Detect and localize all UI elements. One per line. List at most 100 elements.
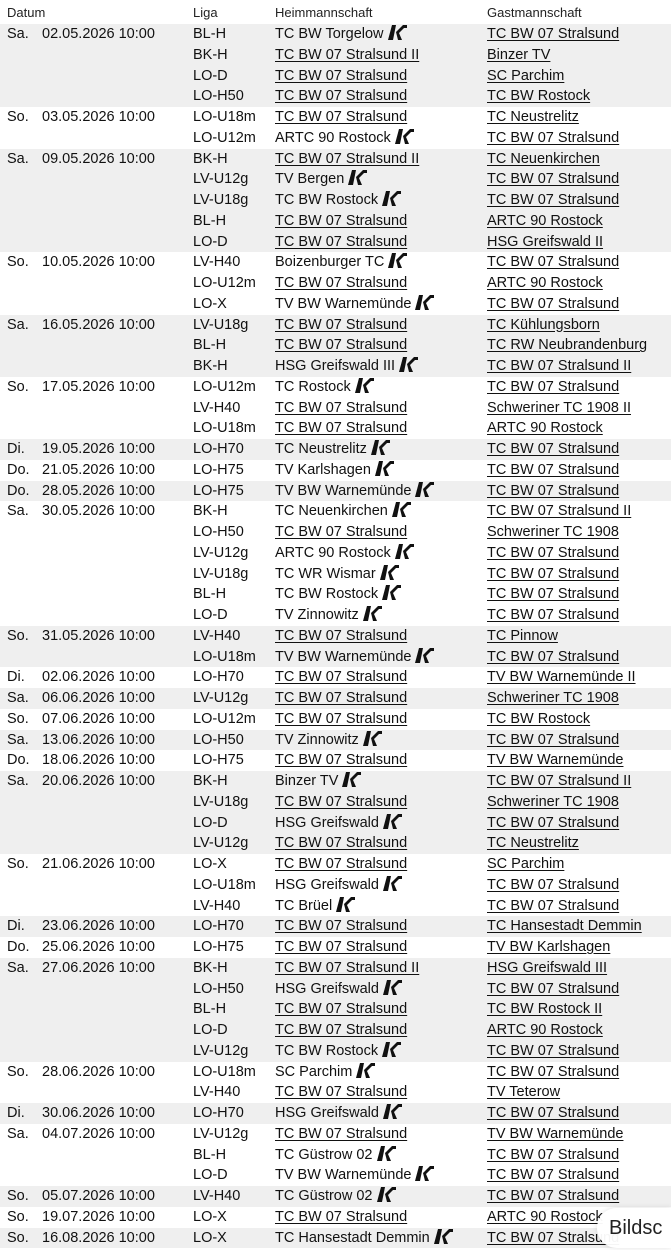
home-team-link[interactable]: TC BW 07 Stralsund [275, 1022, 408, 1038]
club-logo-icon[interactable] [382, 1104, 402, 1119]
club-logo-icon[interactable] [382, 191, 402, 206]
home-team-link[interactable]: TC BW 07 Stralsund [275, 233, 408, 250]
guest-team-link[interactable]: ARTC 90 Rostock [487, 420, 603, 437]
guest-team-link[interactable]: TC BW 07 Stralsund [487, 129, 620, 146]
guest-team-link[interactable]: TC BW 07 Stralsund [487, 565, 620, 582]
guest-team-link[interactable]: SC Parchim [487, 67, 565, 84]
home-team-link[interactable]: TC BW 07 Stralsund [275, 1084, 408, 1101]
guest-team-link[interactable]: TC BW 07 Stralsund [487, 980, 620, 997]
guest-team-link[interactable]: TC BW 07 Stralsund [487, 607, 620, 623]
guest-team-link[interactable]: TC BW 07 Stralsund [487, 1042, 620, 1059]
club-logo-icon[interactable] [415, 1166, 435, 1182]
home-team-link[interactable]: TC BW 07 Stralsund [275, 275, 408, 291]
guest-team-link[interactable]: TC BW 07 Stralsund [487, 1105, 620, 1121]
guest-team-link[interactable]: TC Neuenkirchen [487, 150, 600, 167]
guest-team-link[interactable]: TC BW 07 Stralsund [487, 876, 620, 893]
guest-team-link[interactable]: TC BW 07 Stralsund [487, 544, 620, 561]
home-team-link[interactable]: TC BW 07 Stralsund [275, 88, 408, 105]
guest-team-link[interactable]: TC BW 07 Stralsund II [487, 503, 632, 520]
home-team-link[interactable]: TC BW 07 Stralsund [275, 1125, 408, 1142]
guest-team-link[interactable]: TC BW 07 Stralsund II [487, 358, 632, 374]
column-header-guest[interactable]: Gastmannschaft [487, 5, 582, 20]
club-logo-icon[interactable] [433, 1228, 453, 1244]
home-team-link[interactable]: TC BW 07 Stralsund [275, 337, 408, 354]
guest-team-link[interactable]: TC BW 07 Stralsund [487, 1188, 620, 1204]
guest-team-link[interactable]: TV BW Karlshagen [487, 939, 611, 955]
guest-team-link[interactable]: TC BW 07 Stralsund [487, 586, 620, 603]
guest-team-link[interactable]: TC BW 07 Stralsund [487, 731, 620, 748]
club-logo-icon[interactable] [362, 730, 382, 746]
home-team-link[interactable]: TC BW 07 Stralsund II [275, 46, 420, 63]
club-logo-icon[interactable] [354, 377, 374, 393]
club-logo-icon[interactable] [376, 1145, 396, 1161]
club-logo-icon[interactable] [394, 128, 414, 144]
guest-team-link[interactable]: TV Teterow [487, 1084, 561, 1101]
guest-team-link[interactable]: TC BW 07 Stralsund [487, 1146, 620, 1163]
guest-team-link[interactable]: ARTC 90 Rostock [487, 1022, 603, 1038]
club-logo-icon[interactable] [394, 543, 414, 559]
club-logo-icon[interactable] [388, 253, 408, 269]
guest-team-link[interactable]: TC BW 07 Stralsund [487, 254, 620, 271]
club-logo-icon[interactable] [370, 440, 390, 455]
guest-team-link[interactable]: ARTC 90 Rostock [487, 1208, 603, 1225]
home-team-link[interactable]: TC BW 07 Stralsund [275, 752, 408, 769]
guest-team-link[interactable]: HSG Greifswald II [487, 233, 604, 250]
guest-team-link[interactable]: TC BW 07 Stralsund II [487, 773, 632, 789]
guest-team-link[interactable]: TC BW 07 Stralsund [487, 1063, 620, 1080]
guest-team-link[interactable]: TC Hansestadt Demmin [487, 918, 642, 935]
home-team-link[interactable]: TC BW 07 Stralsund [275, 1001, 408, 1018]
guest-team-link[interactable]: ARTC 90 Rostock [487, 275, 603, 291]
club-logo-icon[interactable] [391, 502, 411, 518]
guest-team-link[interactable]: Schweriner TC 1908 [487, 690, 619, 706]
home-team-link[interactable]: TC BW 07 Stralsund [275, 109, 408, 125]
guest-team-link[interactable]: Binzer TV [487, 46, 551, 63]
club-logo-icon[interactable] [376, 1187, 396, 1202]
column-header-date[interactable]: Datum [7, 5, 46, 20]
club-logo-icon[interactable] [336, 896, 356, 912]
guest-team-link[interactable]: TC BW 07 Stralsund [487, 26, 620, 42]
home-team-link[interactable]: TC BW 07 Stralsund [275, 793, 408, 810]
club-logo-icon[interactable] [382, 585, 402, 601]
home-team-link[interactable]: TC BW 07 Stralsund [275, 1208, 408, 1225]
home-team-link[interactable]: TC BW 07 Stralsund [275, 316, 408, 333]
screenshot-overlay-button[interactable]: Bildsc [597, 1208, 671, 1248]
column-header-home[interactable]: Heimmannschaft [275, 5, 373, 20]
club-logo-icon[interactable] [415, 294, 435, 310]
home-team-link[interactable]: TC BW 07 Stralsund [275, 627, 408, 644]
guest-team-link[interactable]: SC Parchim [487, 856, 565, 872]
home-team-link[interactable]: TC BW 07 Stralsund [275, 856, 408, 872]
home-team-link[interactable]: TC BW 07 Stralsund [275, 212, 408, 229]
home-team-link[interactable]: TC BW 07 Stralsund [275, 524, 408, 540]
club-logo-icon[interactable] [374, 460, 394, 476]
guest-team-link[interactable]: TC Kühlungsborn [487, 316, 600, 333]
home-team-link[interactable]: TC BW 07 Stralsund [275, 420, 408, 437]
column-header-liga[interactable]: Liga [193, 5, 218, 20]
guest-team-link[interactable]: TC BW 07 Stralsund [487, 648, 620, 665]
home-team-link[interactable]: TC BW 07 Stralsund [275, 690, 408, 706]
club-logo-icon[interactable] [356, 1062, 376, 1078]
club-logo-icon[interactable] [387, 25, 407, 40]
home-team-link[interactable]: TC BW 07 Stralsund II [275, 150, 420, 167]
club-logo-icon[interactable] [415, 647, 435, 663]
home-team-link[interactable]: TC BW 07 Stralsund II [275, 959, 420, 976]
guest-team-link[interactable]: TC BW 07 Stralsund [487, 441, 620, 457]
club-logo-icon[interactable] [382, 1041, 402, 1057]
guest-team-link[interactable]: TV BW Warnemünde II [487, 669, 636, 686]
guest-team-link[interactable]: TC BW 07 Stralsund [487, 192, 620, 208]
guest-team-link[interactable]: TC BW 07 Stralsund [487, 171, 620, 188]
guest-team-link[interactable]: TV BW Warnemünde [487, 752, 624, 769]
club-logo-icon[interactable] [342, 772, 362, 787]
club-logo-icon[interactable] [362, 606, 382, 621]
home-team-link[interactable]: TC BW 07 Stralsund [275, 918, 408, 935]
club-logo-icon[interactable] [415, 481, 435, 497]
guest-team-link[interactable]: HSG Greifswald III [487, 959, 608, 976]
club-logo-icon[interactable] [379, 564, 399, 580]
club-logo-icon[interactable] [382, 979, 402, 995]
guest-team-link[interactable]: TC BW 07 Stralsund [487, 295, 620, 312]
guest-team-link[interactable]: TV BW Warnemünde [487, 1125, 624, 1142]
guest-team-link[interactable]: TC BW 07 Stralsund [487, 461, 620, 478]
guest-team-link[interactable]: TC BW 07 Stralsund [487, 897, 620, 914]
home-team-link[interactable]: TC BW 07 Stralsund [275, 835, 408, 852]
guest-team-link[interactable]: ARTC 90 Rostock [487, 212, 603, 229]
home-team-link[interactable]: TC BW 07 Stralsund [275, 67, 408, 84]
